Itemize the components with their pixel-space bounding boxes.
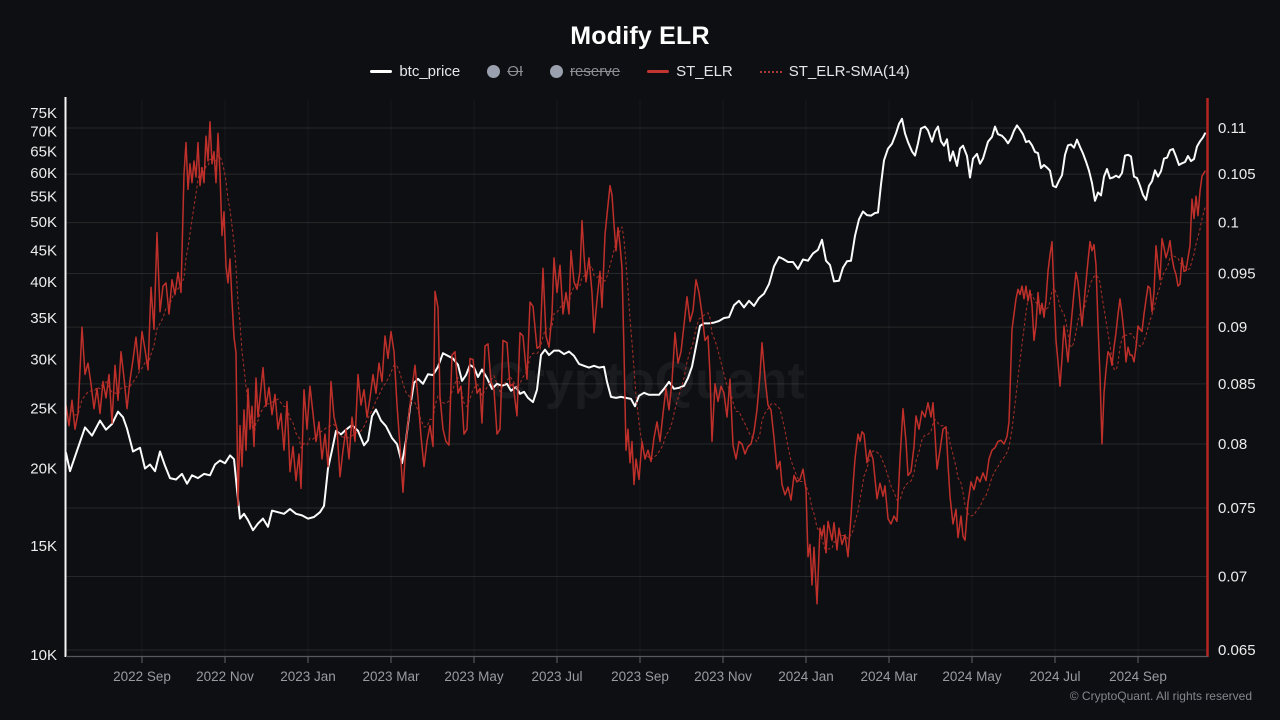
x-axis-tick-label: 2022 Nov	[196, 669, 254, 684]
x-axis-tick-label: 2023 Jul	[531, 669, 582, 684]
btc-price-line-swatch-icon	[370, 70, 393, 73]
left-axis-tick-label: 30K	[30, 351, 57, 368]
left-axis-tick-label: 55K	[30, 188, 57, 205]
reserve-circle-swatch-icon	[550, 65, 564, 78]
right-axis-tick-label: 0.105	[1218, 166, 1256, 183]
x-axis-tick-label: 2024 Jul	[1029, 669, 1080, 684]
x-axis-tick-label: 2024 Jan	[778, 669, 834, 684]
x-axis-tick-label: 2023 Sep	[611, 669, 669, 684]
legend-label: btc_price	[399, 63, 461, 80]
st-elr-sma-line	[71, 154, 1206, 554]
right-axis-tick-label: 0.07	[1218, 568, 1247, 585]
chart-legend: btc_price OI reserve ST_ELR ST_ELR-SMA(1…	[0, 63, 1280, 80]
legend-item-st-elr-sma[interactable]: ST_ELR-SMA(14)	[759, 63, 910, 80]
right-axis-tick-label: 0.095	[1218, 265, 1256, 282]
legend-label: OI	[507, 63, 524, 80]
right-axis-tick-label: 0.09	[1218, 319, 1247, 336]
st-elr-line	[65, 120, 1206, 605]
st-elr-sma-dotted-swatch-icon	[759, 70, 782, 73]
x-axis-tick-label: 2024 Sep	[1109, 669, 1167, 684]
x-axis-tick-label: 2023 May	[444, 669, 504, 684]
left-axis-tick-label: 15K	[30, 538, 57, 555]
right-axis-tick-label: 0.085	[1218, 376, 1256, 393]
chart-title: Modify ELR	[570, 22, 710, 50]
left-axis-tick-label: 45K	[30, 242, 57, 259]
left-axis-tick-label: 70K	[30, 124, 57, 141]
right-axis-tick-label: 0.11	[1218, 120, 1246, 137]
left-axis-tick-label: 60K	[30, 165, 57, 182]
left-axis-tick-label: 65K	[30, 143, 57, 160]
btc-price-line	[65, 117, 1206, 532]
left-axis-tick-label: 50K	[30, 214, 57, 231]
legend-item-btc-price[interactable]: btc_price	[370, 63, 460, 80]
x-axis-tick-label: 2023 Nov	[694, 669, 752, 684]
left-axis-tick-label: 25K	[30, 400, 57, 417]
legend-label: ST_ELR-SMA(14)	[788, 63, 910, 80]
x-axis-tick-label: 2022 Sep	[113, 669, 171, 684]
x-axis-tick-label: 2024 May	[942, 669, 1002, 684]
oi-circle-swatch-icon	[487, 65, 501, 78]
right-axis-tick-label: 0.08	[1218, 436, 1247, 453]
st-elr-line-swatch-icon	[647, 70, 670, 73]
legend-item-oi[interactable]: OI	[487, 63, 523, 80]
legend-item-reserve[interactable]: reserve	[550, 63, 620, 80]
legend-label: ST_ELR	[676, 63, 733, 80]
x-axis-tick-label: 2023 Jan	[280, 669, 336, 684]
left-axis-tick-label: 75K	[30, 105, 57, 122]
legend-item-st-elr[interactable]: ST_ELR	[647, 63, 733, 80]
left-axis-tick-label: 35K	[30, 310, 57, 327]
legend-label: reserve	[570, 63, 621, 80]
left-axis-tick-label: 20K	[30, 460, 57, 477]
right-axis-tick-label: 0.065	[1218, 642, 1256, 659]
right-axis-tick-label: 0.075	[1218, 500, 1256, 517]
x-axis-tick-label: 2024 Mar	[860, 669, 918, 684]
x-axis-tick-label: 2023 Mar	[362, 669, 420, 684]
right-axis-tick-label: 0.1	[1218, 215, 1239, 232]
left-axis-tick-label: 10K	[30, 647, 57, 664]
left-axis-tick-label: 40K	[30, 274, 57, 291]
copyright-text: © CryptoQuant. All rights reserved	[1069, 689, 1252, 703]
